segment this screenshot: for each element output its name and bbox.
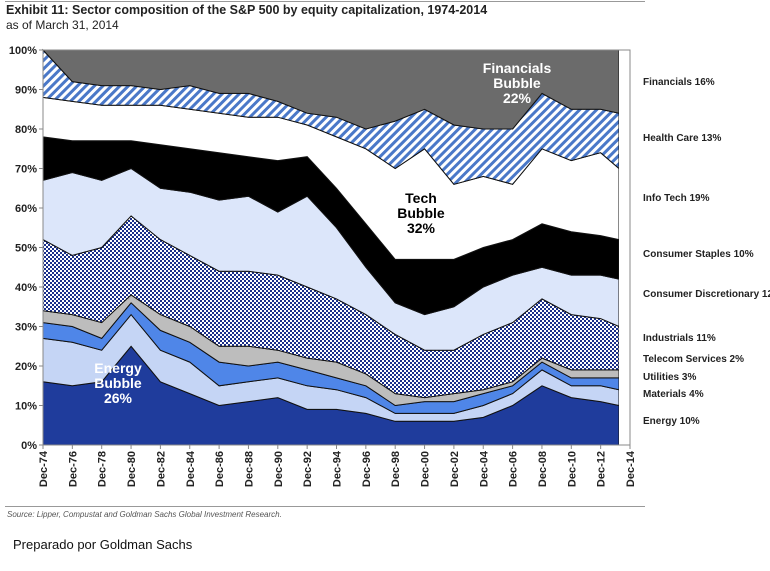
legend-label-info-tech: Info Tech 19% bbox=[643, 193, 710, 204]
x-tick-label: Dec-08 bbox=[537, 451, 549, 487]
y-tick-label: 100% bbox=[9, 45, 37, 57]
legend-label-telecom-services: Telecom Services 2% bbox=[643, 354, 744, 365]
chart-title: Exhibit 11: Sector composition of the S&… bbox=[6, 3, 488, 17]
annotation-financials-bubble: Bubble bbox=[493, 75, 541, 91]
annotation-energy-bubble: Bubble bbox=[94, 375, 142, 391]
legend-label-materials: Materials 4% bbox=[643, 389, 704, 400]
stacked-area-chart: 0% 10% 20% 30% 40% 50% 60% 70% 80% 90% 100% Dec-74 D… bbox=[9, 45, 770, 487]
x-tick-label: Dec-88 bbox=[243, 451, 255, 487]
x-tick-label: Dec-96 bbox=[361, 451, 373, 487]
top-rule bbox=[5, 1, 645, 2]
annotation-financials-bubble: Financials bbox=[483, 60, 552, 76]
x-tick-label: Dec-06 bbox=[508, 451, 520, 487]
legend-label-consumer-staples: Consumer Staples 10% bbox=[643, 249, 754, 260]
x-tick-label: Dec-84 bbox=[185, 450, 197, 487]
annotation-financials-bubble: 22% bbox=[503, 90, 532, 106]
x-tick-label: Dec-14 bbox=[625, 450, 637, 487]
x-tick-label: Dec-02 bbox=[449, 451, 461, 487]
annotation-tech-bubble: Tech bbox=[405, 190, 437, 206]
legend-label-health-care: Health Care 13% bbox=[643, 133, 721, 144]
x-tick-label: Dec-10 bbox=[566, 451, 578, 487]
legend-label-financials: Financials 16% bbox=[643, 77, 715, 88]
y-tick-label: 50% bbox=[15, 243, 37, 255]
y-tick-label: 10% bbox=[15, 401, 37, 413]
annotation-energy-bubble: 26% bbox=[104, 390, 133, 406]
legend-label-utilities: Utilities 3% bbox=[643, 372, 696, 383]
footer-credit: Preparado por Goldman Sachs bbox=[13, 537, 193, 552]
annotation-energy-bubble: Energy bbox=[94, 360, 142, 376]
x-tick-label: Dec-92 bbox=[302, 451, 314, 487]
y-tick-label: 80% bbox=[15, 124, 37, 136]
y-tick-label: 90% bbox=[15, 85, 37, 97]
x-tick-label: Dec-90 bbox=[273, 451, 285, 487]
source-rule bbox=[5, 506, 645, 507]
y-tick-label: 30% bbox=[15, 322, 37, 334]
annotation-tech-bubble: 32% bbox=[407, 220, 436, 236]
y-tick-label: 20% bbox=[15, 361, 37, 373]
y-tick-label: 60% bbox=[15, 203, 37, 215]
x-tick-label: Dec-04 bbox=[478, 450, 490, 487]
source-note: Source: Lipper, Compustat and Goldman Sa… bbox=[7, 510, 282, 519]
legend-label-industrials: Industrials 11% bbox=[643, 333, 716, 344]
legend-label-consumer-discretionary: Consumer Discretionary 12% bbox=[643, 289, 770, 300]
chart-subtitle: as of March 31, 2014 bbox=[6, 18, 119, 32]
x-tick-label: Dec-86 bbox=[214, 451, 226, 487]
x-tick-label: Dec-80 bbox=[126, 451, 138, 487]
y-tick-label: 40% bbox=[15, 282, 37, 294]
x-tick-label: Dec-76 bbox=[67, 451, 79, 487]
y-tick-label: 70% bbox=[15, 164, 37, 176]
x-tick-label: Dec-82 bbox=[155, 451, 167, 487]
x-tick-label: Dec-98 bbox=[390, 451, 402, 487]
x-tick-label: Dec-94 bbox=[332, 450, 344, 487]
annotation-tech-bubble: Bubble bbox=[397, 205, 445, 221]
x-tick-label: Dec-12 bbox=[596, 451, 608, 487]
x-tick-label: Dec-00 bbox=[420, 451, 432, 487]
x-tick-label: Dec-78 bbox=[97, 451, 109, 487]
x-tick-label: Dec-74 bbox=[38, 450, 50, 487]
legend-label-energy: Energy 10% bbox=[643, 416, 700, 427]
plot-right-margin bbox=[618, 50, 630, 445]
y-tick-label: 0% bbox=[21, 440, 37, 452]
